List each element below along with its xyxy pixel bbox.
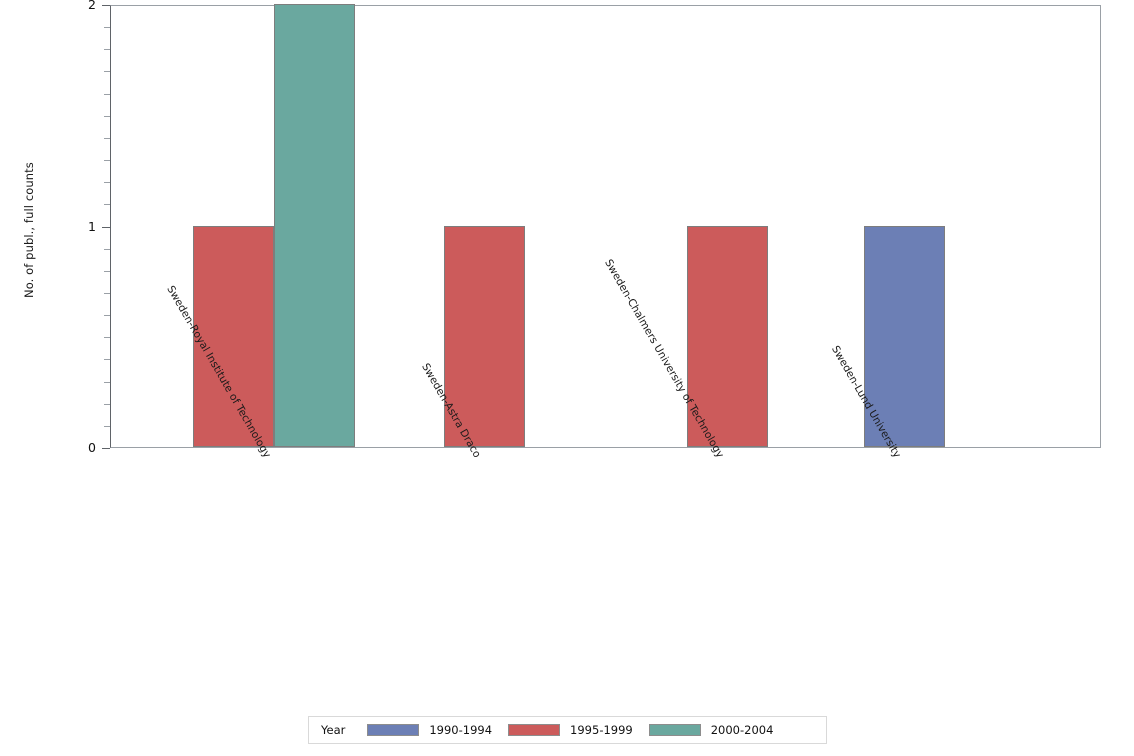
legend-item[interactable]: 1990-1994 <box>355 723 492 737</box>
legend: Year 1990-1994 1995-1999 2000-2004 <box>308 716 827 744</box>
legend-label: 1995-1999 <box>570 723 633 737</box>
y-axis-label: No. of publ., full counts <box>22 162 36 298</box>
legend-swatch <box>508 724 561 736</box>
y-axis-minor-tick <box>104 27 110 29</box>
legend-label: 1990-1994 <box>429 723 493 737</box>
bar[interactable] <box>863 225 945 447</box>
y-axis-minor-tick <box>104 93 110 95</box>
y-axis-minor-tick <box>104 49 110 51</box>
y-axis-tick-label: 2 <box>88 0 96 12</box>
y-axis-minor-tick <box>104 204 110 206</box>
legend-title: Year <box>321 723 346 737</box>
legend-label: 2000-2004 <box>710 723 774 737</box>
legend-item[interactable]: 2000-2004 <box>637 723 774 737</box>
y-axis-minor-tick <box>104 71 110 73</box>
y-axis-minor-tick <box>104 115 110 117</box>
y-axis-tick-label: 0 <box>88 440 96 455</box>
y-axis-major-tick <box>102 448 110 449</box>
y-axis-minor-tick <box>104 270 110 272</box>
legend-swatch <box>367 724 420 736</box>
y-axis-minor-tick <box>104 248 110 250</box>
y-axis-minor-tick <box>104 337 110 339</box>
y-axis-minor-tick <box>104 381 110 383</box>
legend-item[interactable]: 1995-1999 <box>496 723 633 737</box>
y-axis-minor-tick <box>104 182 110 184</box>
y-axis-minor-tick <box>104 292 110 294</box>
y-axis-minor-tick <box>104 425 110 427</box>
bar[interactable] <box>274 4 355 447</box>
y-axis-minor-tick <box>104 137 110 139</box>
bar[interactable] <box>193 225 274 447</box>
y-axis-minor-tick <box>104 403 110 405</box>
bar[interactable] <box>686 225 768 447</box>
plot-area <box>110 4 1101 448</box>
y-axis-minor-tick <box>104 359 110 361</box>
y-axis-minor-tick <box>104 315 110 317</box>
legend-entries: 1990-1994 1995-1999 2000-2004 <box>355 723 777 737</box>
y-axis-major-tick <box>102 226 110 228</box>
bar[interactable] <box>443 225 525 447</box>
y-axis-tick-label: 1 <box>88 218 96 234</box>
y-axis-minor-tick <box>104 160 110 162</box>
y-axis-major-tick <box>102 5 110 6</box>
legend-swatch <box>648 724 701 736</box>
